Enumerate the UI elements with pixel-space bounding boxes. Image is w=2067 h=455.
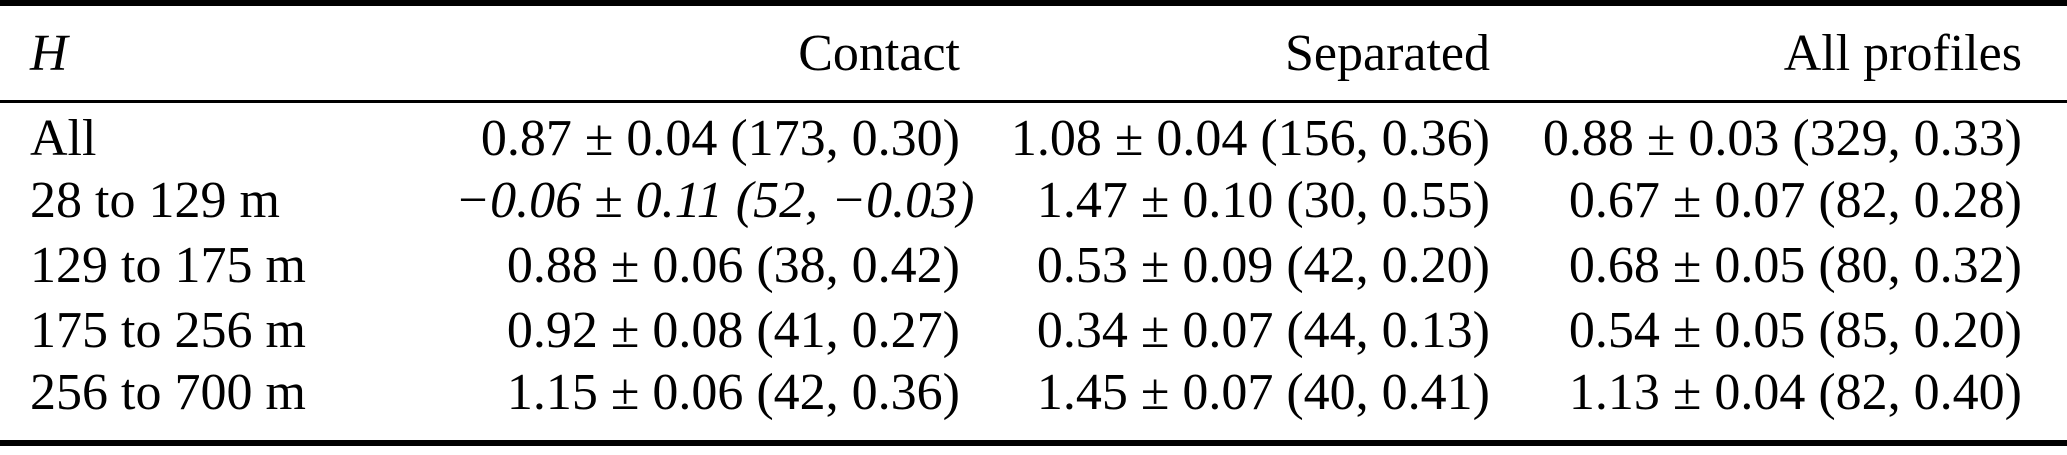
row-label: 256 to 700 m	[30, 364, 306, 421]
column-header-contact: Contact	[455, 6, 960, 103]
separated-value: 1.08 ± 0.04 (156, 0.36)	[1010, 110, 1490, 167]
table-row: All 0.87 ± 0.04 (173, 0.30) 1.08 ± 0.04 …	[0, 102, 2067, 169]
all-profiles-value: 0.88 ± 0.03 (329, 0.33)	[1542, 110, 2022, 167]
all-profiles-value: 0.67 ± 0.07 (82, 0.28)	[1568, 172, 2022, 229]
results-table: H Contact Separated All profiles All 0.8…	[0, 6, 2067, 440]
row-label: All	[30, 110, 97, 167]
contact-value: −0.06 ± 0.11 (52, −0.03)	[455, 172, 975, 229]
row-label: 28 to 129 m	[30, 172, 280, 229]
table-body: All 0.87 ± 0.04 (173, 0.30) 1.08 ± 0.04 …	[0, 102, 2067, 441]
separated-value: 0.34 ± 0.07 (44, 0.13)	[1036, 302, 1490, 359]
separated-value: 0.53 ± 0.09 (42, 0.20)	[1036, 237, 1490, 294]
table-header: H Contact Separated All profiles	[0, 6, 2067, 103]
table-row: 129 to 175 m 0.88 ± 0.06 (38, 0.42) 0.53…	[0, 233, 2067, 298]
table-row: 28 to 129 m −0.06 ± 0.11 (52, −0.03) 1.4…	[0, 168, 2067, 233]
separated-value: 1.45 ± 0.07 (40, 0.41)	[1036, 364, 1490, 421]
separated-value: 1.47 ± 0.10 (30, 0.55)	[1036, 172, 1490, 229]
column-header-h: H	[0, 6, 455, 103]
all-profiles-value: 0.54 ± 0.05 (85, 0.20)	[1568, 302, 2022, 359]
column-header-separated: Separated	[960, 6, 1490, 103]
row-label: 175 to 256 m	[30, 302, 306, 359]
row-label: 129 to 175 m	[30, 237, 306, 294]
column-header-all-profiles: All profiles	[1490, 6, 2067, 103]
contact-value: 1.15 ± 0.06 (42, 0.36)	[506, 364, 960, 421]
contact-value: 0.88 ± 0.06 (38, 0.42)	[506, 237, 960, 294]
table-row: 175 to 256 m 0.92 ± 0.08 (41, 0.27) 0.34…	[0, 298, 2067, 363]
header-row: H Contact Separated All profiles	[0, 6, 2067, 103]
contact-value: 0.92 ± 0.08 (41, 0.27)	[506, 302, 960, 359]
all-profiles-value: 1.13 ± 0.04 (82, 0.40)	[1568, 364, 2022, 421]
table-row: 256 to 700 m 1.15 ± 0.06 (42, 0.36) 1.45…	[0, 363, 2067, 440]
contact-value: 0.87 ± 0.04 (173, 0.30)	[480, 110, 960, 167]
all-profiles-value: 0.68 ± 0.05 (80, 0.32)	[1568, 237, 2022, 294]
